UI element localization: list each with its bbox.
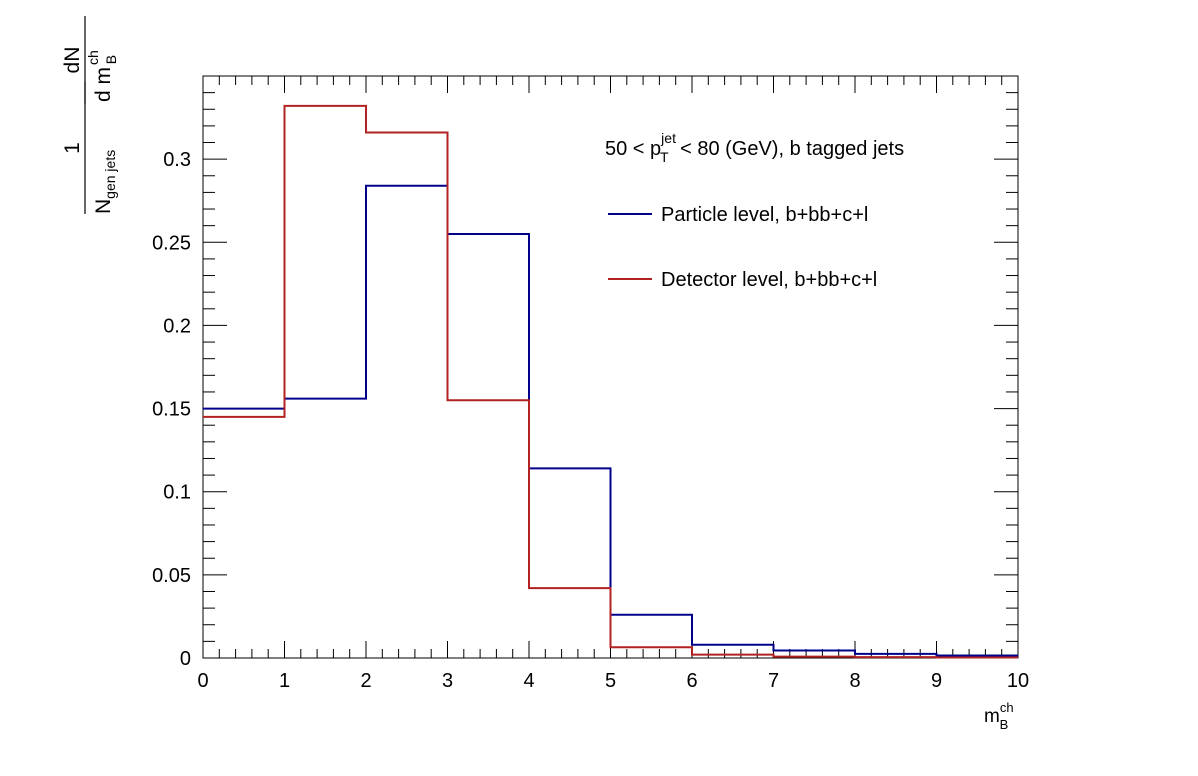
annotation-pre: 50 < p [605,138,661,160]
annotation-sup: jet [660,130,676,146]
y-tick-label: 0.15 [152,399,191,421]
ylabel-right-den-main: d m [92,67,115,102]
x-tick-label: 1 [279,670,290,692]
ylabel-right-den-sub: B [103,55,119,64]
x-tick-label: 6 [686,670,697,692]
series-line-detector [203,104,1018,659]
ylabel-right-den-sup: ch [85,50,101,65]
x-tick-labels: 0 1 2 3 4 5 6 7 8 9 10 [197,670,1029,692]
x-tick-label: 0 [197,670,208,692]
x-tick-label: 8 [849,670,860,692]
legend: Particle level, b+bb+c+l Detector level,… [608,204,877,291]
series-line-particle [203,184,1018,657]
y-axis-label: 1 Ngen jets dN d m ch B [61,16,119,214]
xlabel-sup: ch [1000,700,1014,715]
legend-label-detector: Detector level, b+bb+c+l [661,269,877,291]
y-minor-ticks [203,75,1018,659]
series-layer [203,104,1018,659]
y-tick-labels: 0 0.05 0.1 0.15 0.2 0.25 0.3 [152,149,191,670]
ylabel-left-den-sub: gen jets [102,150,118,199]
xlabel-sub: B [1000,717,1009,732]
y-tick-label: 0.1 [163,482,191,504]
x-tick-label: 9 [931,670,942,692]
ylabel-left-numerator: 1 [61,142,84,154]
x-tick-label: 2 [360,670,371,692]
x-tick-label: 7 [768,670,779,692]
x-tick-label: 5 [605,670,616,692]
y-tick-label: 0.25 [152,232,191,254]
y-tick-label: 0.2 [163,315,191,337]
y-tick-label: 0 [180,648,191,670]
ylabel-left-denominator: Ngen jets [92,150,118,214]
x-axis-label: mch B [984,700,1014,732]
x-tick-label: 4 [523,670,534,692]
x-tick-label: 3 [442,670,453,692]
annotation-sub: T [660,149,669,165]
y-tick-label: 0.05 [152,565,191,587]
y-tick-label: 0.3 [163,149,191,171]
ylabel-right-numerator: dN [61,47,84,74]
xlabel-main: m [984,706,1000,727]
annotation-post: < 80 (GeV), b tagged jets [675,138,905,160]
plot-annotation: 50 < pjet T < 80 (GeV), b tagged jets [605,130,904,165]
ylabel-right-denominator: d m ch B [85,50,119,102]
ylabel-left-den-main: N [92,199,115,214]
x-tick-label: 10 [1007,670,1029,692]
legend-label-particle: Particle level, b+bb+c+l [661,204,868,226]
